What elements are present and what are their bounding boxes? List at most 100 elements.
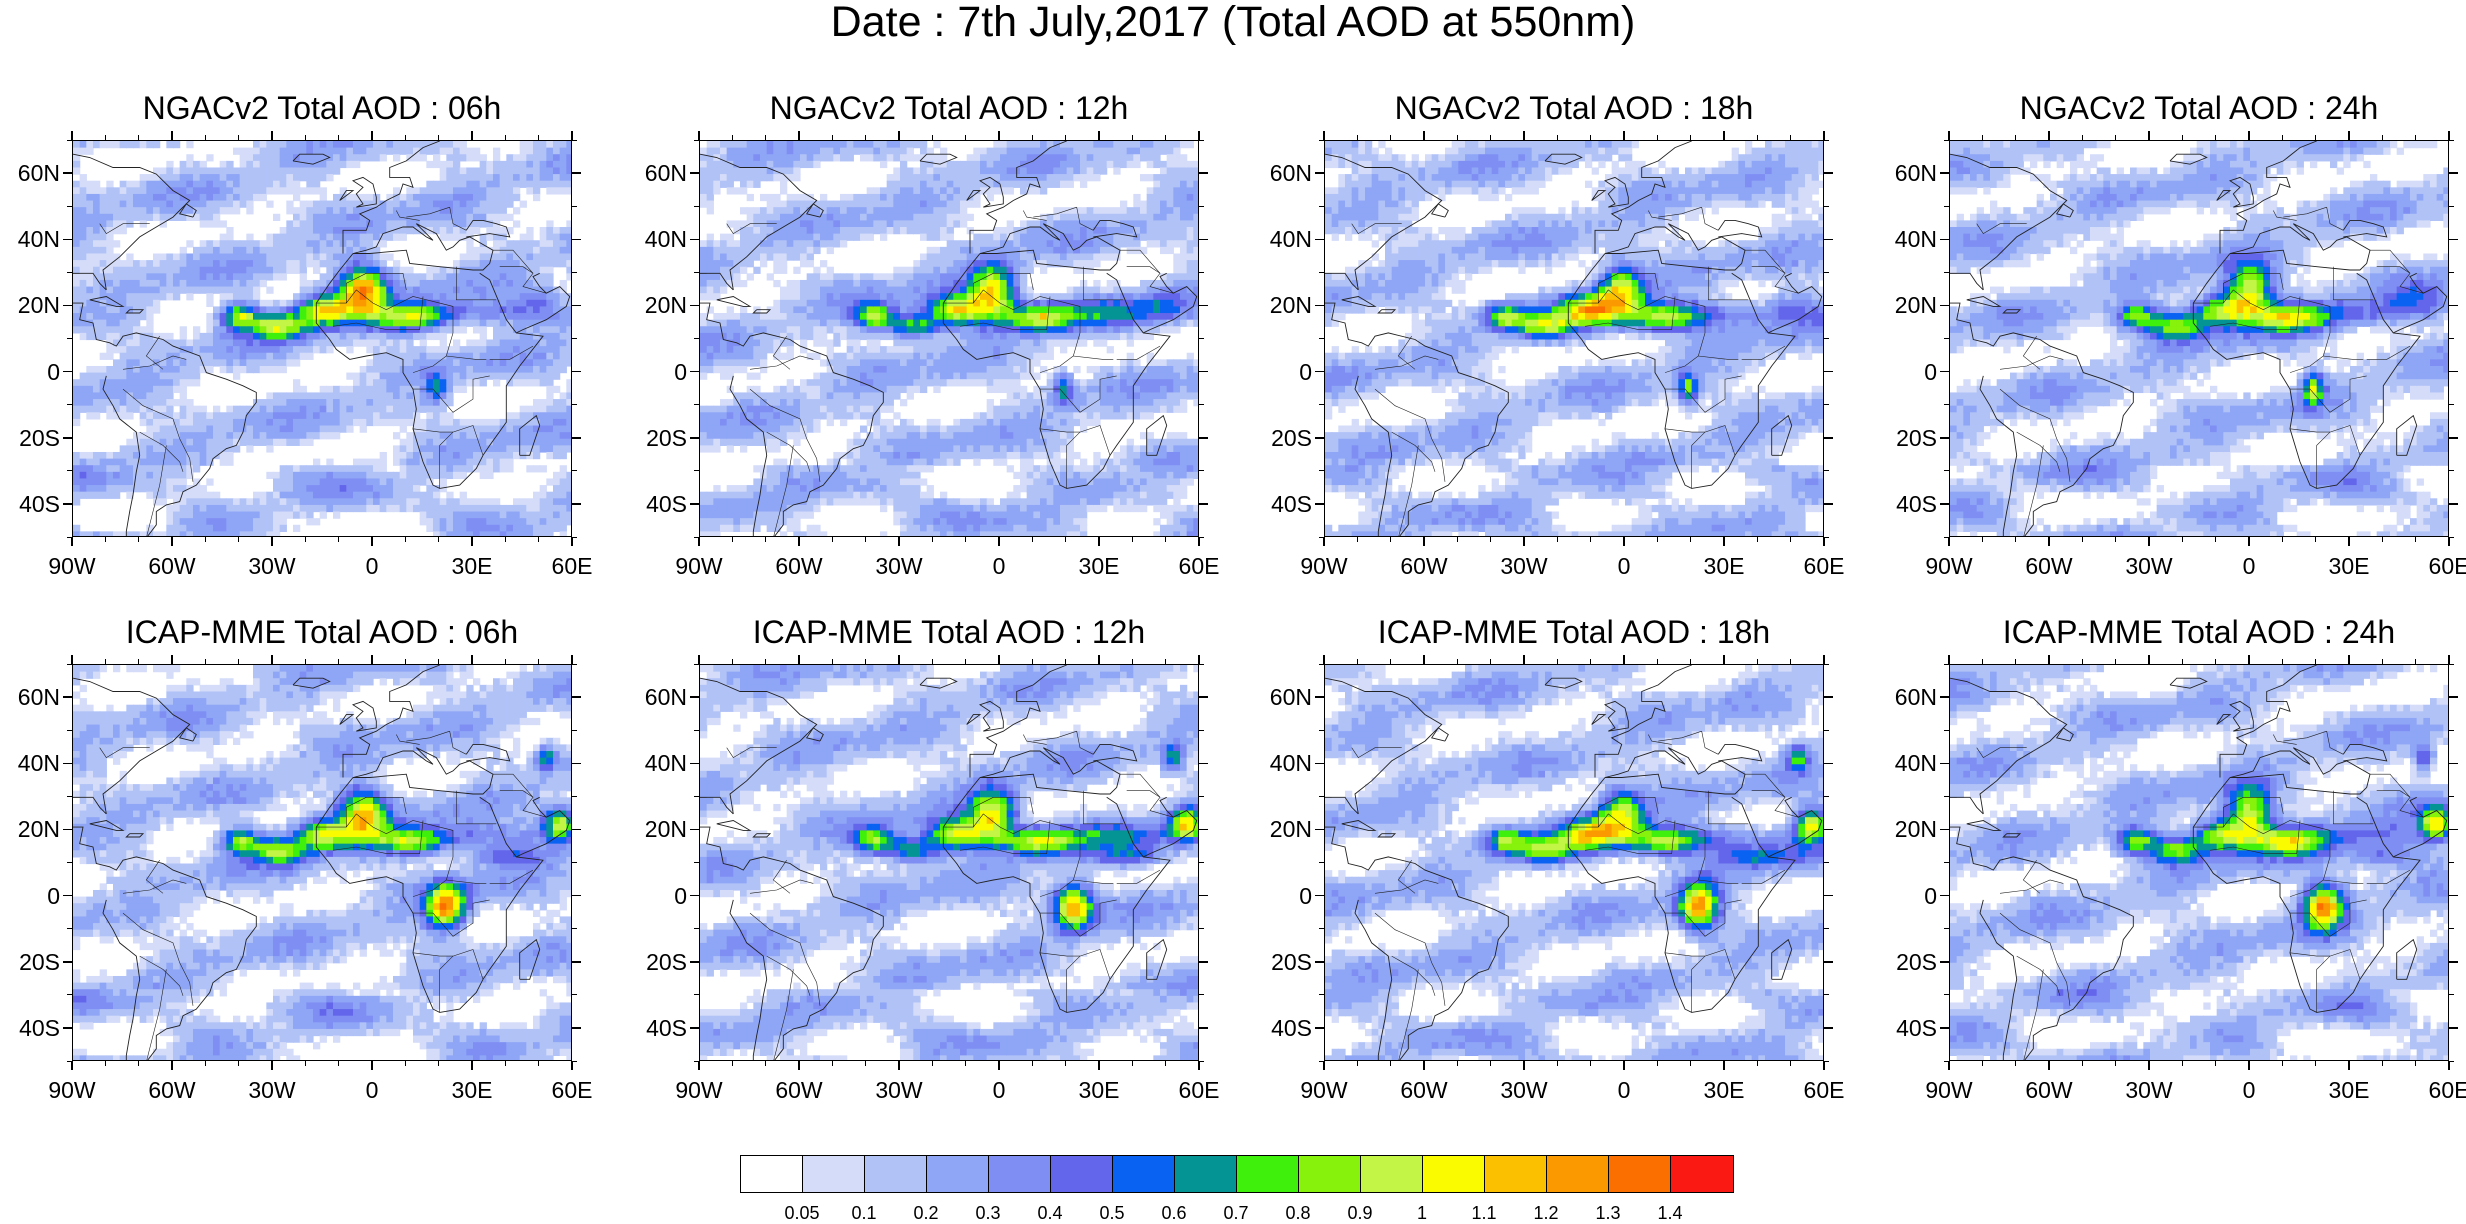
minor-tick <box>932 1061 933 1066</box>
minor-tick <box>505 135 506 140</box>
colorbar-swatch <box>1113 1156 1175 1192</box>
colorbar-swatch <box>1051 1156 1113 1192</box>
colorbar-swatch <box>1361 1156 1423 1192</box>
lat-tick <box>1824 239 1833 241</box>
minor-tick <box>2449 664 2454 665</box>
lat-tick <box>1940 437 1949 439</box>
minor-tick <box>965 135 966 140</box>
lat-tick <box>690 437 699 439</box>
figure-title: Date : 7th July,2017 (Total AOD at 550nm… <box>0 0 2466 44</box>
lon-tick <box>2448 537 2450 546</box>
lon-tick <box>371 1061 373 1070</box>
lon-tick <box>2148 537 2150 546</box>
minor-tick <box>2449 1061 2454 1062</box>
minor-tick <box>1824 537 1829 538</box>
lon-tick-label: 60E <box>1159 553 1239 580</box>
lat-tick-label: 20S <box>1877 949 1937 976</box>
lat-tick-label: 40S <box>627 1015 687 1042</box>
lon-tick <box>998 131 1000 140</box>
minor-tick <box>1982 659 1983 664</box>
minor-tick <box>1457 659 1458 664</box>
minor-tick <box>67 404 72 405</box>
minor-tick <box>1032 537 1033 542</box>
lat-tick <box>1824 172 1833 174</box>
lat-tick <box>690 895 699 897</box>
lat-tick <box>1315 961 1324 963</box>
minor-tick <box>2082 1061 2083 1066</box>
lon-tick <box>1198 655 1200 664</box>
minor-tick <box>1065 135 1066 140</box>
lon-tick-label: 30W <box>232 1077 312 1104</box>
lon-tick-label: 30E <box>1684 553 1764 580</box>
lon-tick <box>2248 1061 2250 1070</box>
minor-tick <box>1590 659 1591 664</box>
lon-tick <box>1523 131 1525 140</box>
lat-tick-label: 60N <box>1877 160 1937 187</box>
colorbar-swatch <box>1175 1156 1237 1192</box>
minor-tick <box>1319 206 1324 207</box>
minor-tick <box>2315 1061 2316 1066</box>
lat-tick <box>572 239 581 241</box>
minor-tick <box>2382 537 2383 542</box>
lat-tick <box>1940 305 1949 307</box>
minor-tick <box>2015 1061 2016 1066</box>
minor-tick <box>538 659 539 664</box>
lat-tick-label: 0 <box>627 359 687 386</box>
lon-tick <box>2348 131 2350 140</box>
lon-tick <box>998 537 1000 546</box>
minor-tick <box>1065 1061 1066 1066</box>
minor-tick <box>238 1061 239 1066</box>
minor-tick <box>1824 206 1829 207</box>
lat-tick <box>1940 961 1949 963</box>
minor-tick <box>1757 537 1758 542</box>
colorbar-tick-label: 0.3 <box>975 1203 1000 1224</box>
panel-title: ICAP-MME Total AOD : 06h <box>126 614 518 651</box>
lat-tick <box>1824 829 1833 831</box>
minor-tick <box>572 140 577 141</box>
minor-tick <box>1824 862 1829 863</box>
minor-tick <box>2082 659 2083 664</box>
lon-tick <box>271 131 273 140</box>
lat-tick <box>1824 895 1833 897</box>
lat-tick <box>2449 829 2458 831</box>
lat-tick <box>1199 437 1208 439</box>
lon-tick <box>271 1061 273 1070</box>
minor-tick <box>1824 140 1829 141</box>
minor-tick <box>305 135 306 140</box>
panel-title: ICAP-MME Total AOD : 24h <box>2003 614 2395 651</box>
aod-grid <box>700 665 1199 1061</box>
minor-tick <box>1199 928 1204 929</box>
minor-tick <box>2449 470 2454 471</box>
minor-tick <box>2382 659 2383 664</box>
aod-grid <box>1325 665 1824 1061</box>
lon-tick <box>2048 131 2050 140</box>
lon-tick-label: 60E <box>2409 553 2466 580</box>
lon-tick <box>2148 1061 2150 1070</box>
minor-tick <box>2449 730 2454 731</box>
minor-tick <box>1457 537 1458 542</box>
minor-tick <box>2449 140 2454 141</box>
lon-tick <box>2048 655 2050 664</box>
lon-tick-label: 90W <box>1284 1077 1364 1104</box>
lon-tick <box>1948 537 1950 546</box>
minor-tick <box>2449 862 2454 863</box>
lon-tick-label: 30W <box>859 1077 939 1104</box>
aod-grid <box>73 665 572 1061</box>
minor-tick <box>1319 928 1324 929</box>
minor-tick <box>1319 338 1324 339</box>
minor-tick <box>538 537 539 542</box>
lon-tick <box>1323 1061 1325 1070</box>
lon-tick <box>171 131 173 140</box>
minor-tick <box>865 659 866 664</box>
minor-tick <box>2282 659 2283 664</box>
lon-tick-label: 0 <box>1584 553 1664 580</box>
lon-tick <box>471 655 473 664</box>
minor-tick <box>205 135 206 140</box>
lon-tick <box>1198 537 1200 546</box>
lon-tick <box>898 655 900 664</box>
lat-tick-label: 20N <box>1877 816 1937 843</box>
lon-tick-label: 30E <box>1059 553 1139 580</box>
lat-tick-label: 40N <box>0 750 60 777</box>
lat-tick-label: 20S <box>627 425 687 452</box>
minor-tick <box>1790 1061 1791 1066</box>
